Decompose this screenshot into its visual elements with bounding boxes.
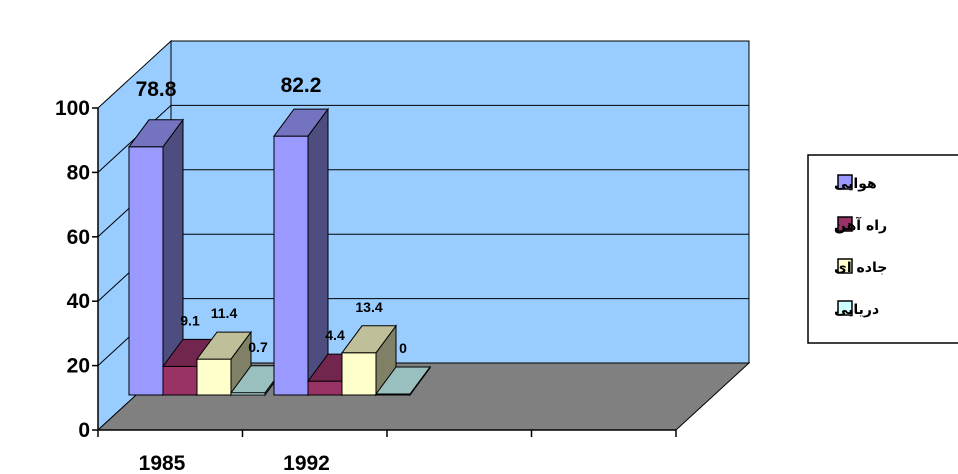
legend: هوایی راه آهن جاده ای دریایی xyxy=(807,154,958,344)
legend-label: دریایی xyxy=(834,302,879,318)
data-labels: 78.8 9.1 11.4 0.7 82.2 4.4 13.4 0 xyxy=(136,74,408,356)
x-category-label: 1992 xyxy=(283,452,330,474)
y-tick-label: 20 xyxy=(67,355,90,378)
legend-swatch xyxy=(837,258,853,274)
bar-front xyxy=(196,358,232,396)
legend-swatch xyxy=(837,300,853,316)
legend-label: راه آهن xyxy=(834,216,887,234)
data-label: 0 xyxy=(399,340,407,356)
bar-front xyxy=(273,135,309,396)
gridline xyxy=(97,104,749,173)
legend-swatch xyxy=(837,174,853,190)
legend-swatch xyxy=(837,216,853,232)
bar-top xyxy=(273,108,329,137)
data-label: 9.1 xyxy=(180,312,200,328)
bar-side xyxy=(307,107,329,397)
bar xyxy=(273,107,329,397)
bar xyxy=(196,330,252,397)
y-tick-label: 60 xyxy=(67,226,90,249)
bar-top xyxy=(375,366,431,395)
bar xyxy=(375,365,431,397)
legend-box xyxy=(807,154,958,344)
data-label: 0.7 xyxy=(248,339,268,355)
bar xyxy=(128,118,184,397)
data-label: 78.8 xyxy=(136,78,177,101)
legend-item: هوایی xyxy=(834,174,877,192)
bar-top xyxy=(341,325,397,354)
legend-item: جاده ای xyxy=(834,258,887,276)
y-tick-label: 40 xyxy=(67,290,90,313)
y-tick-label: 80 xyxy=(67,161,90,184)
y-tick-label: 100 xyxy=(55,97,90,120)
bar xyxy=(341,324,397,397)
y-tick-labels: 0 20 40 60 80 100 xyxy=(55,97,90,442)
legend-item: دریایی xyxy=(834,300,879,318)
legend-item: راه آهن xyxy=(834,216,887,234)
bar-front xyxy=(341,352,377,396)
legend-label: هوایی xyxy=(834,176,877,192)
data-label: 4.4 xyxy=(325,327,345,343)
x-category-label: 1985 xyxy=(139,452,186,474)
legend-label: جاده ای xyxy=(834,260,887,276)
bar-front xyxy=(128,146,164,396)
bars xyxy=(128,107,431,397)
bar-top xyxy=(196,331,252,360)
data-label: 82.2 xyxy=(281,74,322,97)
axes xyxy=(92,107,677,437)
bar-front xyxy=(162,365,198,396)
bar-top xyxy=(128,119,184,148)
data-label: 13.4 xyxy=(355,299,382,315)
y-tick-label: 0 xyxy=(78,419,90,442)
x-category-labels: 1985 1992 xyxy=(139,452,330,474)
data-label: 11.4 xyxy=(211,305,238,321)
back-wall xyxy=(170,40,750,364)
bar-front xyxy=(307,380,343,396)
